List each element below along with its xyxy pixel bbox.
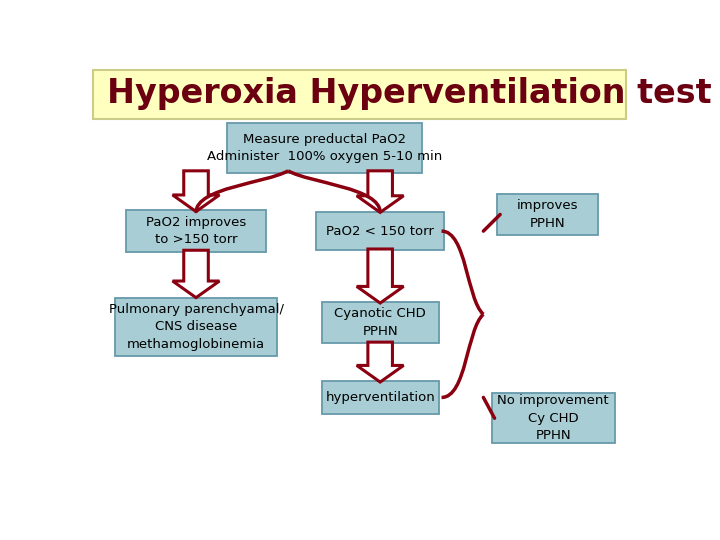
FancyBboxPatch shape [492,393,615,443]
Text: improves
PPHN: improves PPHN [517,199,578,230]
FancyBboxPatch shape [322,302,438,343]
FancyBboxPatch shape [498,194,598,235]
Polygon shape [356,249,404,303]
Text: Cyanotic CHD
PPHN: Cyanotic CHD PPHN [334,307,426,338]
Text: hyperventilation: hyperventilation [325,391,435,404]
Polygon shape [356,342,404,382]
Text: Measure preductal PaO2
Administer  100% oxygen 5-10 min: Measure preductal PaO2 Administer 100% o… [207,133,442,163]
Text: Pulmonary parenchyamal/
CNS disease
methamoglobinemia: Pulmonary parenchyamal/ CNS disease meth… [109,303,284,351]
Polygon shape [173,171,220,212]
FancyBboxPatch shape [316,212,444,250]
FancyBboxPatch shape [93,70,626,119]
Polygon shape [356,171,404,212]
FancyBboxPatch shape [227,123,422,173]
Text: PaO2 improves
to >150 torr: PaO2 improves to >150 torr [146,216,246,246]
FancyBboxPatch shape [115,298,277,356]
Text: PaO2 < 150 torr: PaO2 < 150 torr [326,225,434,238]
Text: Hyperoxia Hyperventilation test: Hyperoxia Hyperventilation test [107,77,711,110]
FancyBboxPatch shape [126,211,266,252]
Text: No improvement
Cy CHD
PPHN: No improvement Cy CHD PPHN [498,394,609,442]
FancyBboxPatch shape [322,381,438,414]
Polygon shape [173,250,220,298]
